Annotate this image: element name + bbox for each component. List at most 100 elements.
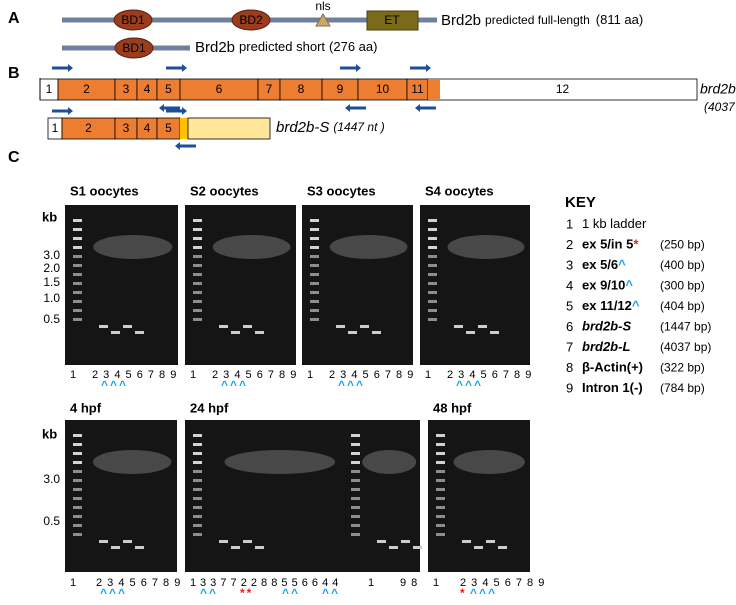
gel-smear <box>453 450 525 474</box>
pcr-band <box>255 331 264 334</box>
gels <box>65 205 530 572</box>
gel <box>420 205 530 365</box>
domain-label: ET <box>384 13 400 27</box>
key-label: Intron 1(-) <box>582 380 643 395</box>
key-num: 3 <box>566 257 573 272</box>
key-label: brd2b-L <box>582 339 630 354</box>
key-label: brd2b-L <box>582 339 630 354</box>
ladder-band <box>73 309 82 312</box>
primer-arrow-head <box>175 142 180 150</box>
unit-label: kb <box>42 426 57 441</box>
ladder-band <box>436 470 445 473</box>
transcript-long: 1 2 3 4 5 6 7 8 9 10 11 12 <box>39 78 698 101</box>
exon-label: 11 <box>411 82 424 96</box>
pcr-band <box>99 325 108 328</box>
pcr-band <box>486 540 495 543</box>
ladder-band <box>351 506 360 509</box>
pcr-band <box>454 325 463 328</box>
ladder-band <box>73 237 82 240</box>
ladder-band <box>73 506 82 509</box>
ladder-band <box>351 515 360 518</box>
nls-marker <box>315 13 331 27</box>
gel-smear <box>93 450 172 474</box>
key-label: β-Actin(+) <box>582 360 643 375</box>
gel <box>302 205 413 365</box>
key-label: ex 11/12^ <box>582 298 640 313</box>
ladder-band <box>351 461 360 464</box>
ladder-band <box>73 291 82 294</box>
primer-arrow-head <box>182 107 187 115</box>
protein-size: (276 aa) <box>329 39 377 54</box>
key-label: ex 5/in 5* <box>582 237 639 252</box>
gel <box>185 420 343 572</box>
ladder-band <box>351 434 360 437</box>
ladder-band <box>73 470 82 473</box>
ladder-band <box>436 434 445 437</box>
protein-size: (811 aa) <box>596 12 643 27</box>
key-label: ex 5/in 5 <box>582 237 633 252</box>
gel-smear <box>93 235 173 259</box>
lane-label: 1 <box>433 577 440 589</box>
ladder-band <box>428 228 437 231</box>
transcript-size: (1447 nt ) <box>333 120 384 134</box>
lane-label: 2 3 4 5 6 7 8 9 <box>212 369 297 381</box>
lane-marks: ^^^ <box>456 378 483 392</box>
ladder-band <box>193 434 202 437</box>
lane-marks: ^^^ <box>338 378 365 392</box>
ladder-band <box>193 506 202 509</box>
pcr-band <box>123 540 132 543</box>
key-num: 8 <box>566 360 573 375</box>
ladder-band <box>310 291 319 294</box>
pcr-band <box>99 540 108 543</box>
gel-smear <box>362 450 417 474</box>
ladder-band <box>436 479 445 482</box>
ladder-band <box>193 228 202 231</box>
ladder-band <box>428 273 437 276</box>
primer-arrow-head <box>426 64 431 72</box>
ladder-band <box>73 479 82 482</box>
ladder-band <box>351 497 360 500</box>
exon-label: 4 <box>144 82 151 96</box>
key-mark: ^ <box>625 278 633 293</box>
pcr-band <box>377 540 386 543</box>
ladder-band <box>73 488 82 491</box>
ladder-band <box>193 470 202 473</box>
key-size: (4037 bp) <box>660 340 711 354</box>
ladder-band <box>310 246 319 249</box>
exon-label: 3 <box>123 121 130 135</box>
primer-arrow-head <box>345 104 350 112</box>
key-label: ex 11/12 <box>582 298 632 313</box>
primer-arrow-head <box>356 64 361 72</box>
ladder-band <box>193 273 202 276</box>
key-label: Intron 1(-) <box>582 380 643 395</box>
gel <box>343 420 420 572</box>
exon-label: 1 <box>52 121 59 135</box>
ladder-band <box>73 524 82 527</box>
pcr-band <box>231 546 240 549</box>
pcr-band <box>111 546 120 549</box>
lane-marks: ^^^ <box>470 586 497 600</box>
ladder-band <box>436 488 445 491</box>
pcr-band <box>413 546 422 549</box>
ladder-band <box>351 479 360 482</box>
pcr-band <box>243 540 252 543</box>
ladder-band <box>73 246 82 249</box>
ladder-band <box>73 443 82 446</box>
ladder-band <box>428 255 437 258</box>
ladder-band <box>193 452 202 455</box>
key-label: ex 9/10^ <box>582 278 633 293</box>
pcr-band <box>490 331 499 334</box>
ladder-band <box>73 318 82 321</box>
gel-title: S4 oocytes <box>425 183 494 198</box>
ladder-label: 3.0 <box>43 472 60 486</box>
ladder-label: 0.5 <box>43 514 60 528</box>
key-label: ex 5/6 <box>582 257 618 272</box>
ladder-band <box>428 282 437 285</box>
lane-label: 1 <box>307 369 314 381</box>
primer-arrows <box>52 64 436 150</box>
utr <box>428 79 440 100</box>
lane-label: 9 8 <box>400 577 418 589</box>
ladder-band <box>436 443 445 446</box>
gel-smear <box>212 235 291 259</box>
pcr-band <box>389 546 398 549</box>
